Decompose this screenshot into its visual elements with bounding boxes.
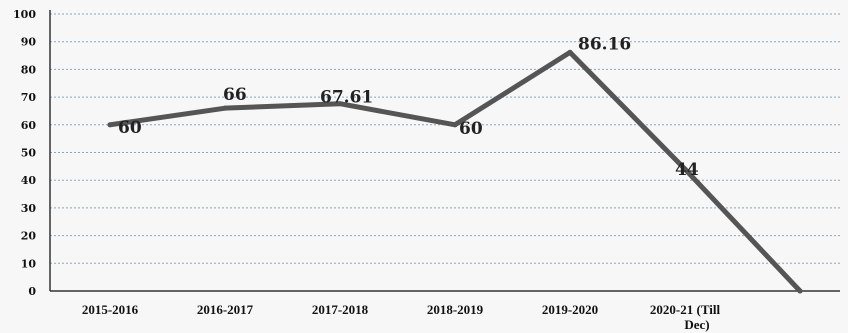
x-tick-label: 2020-21 (Till Dec) [650, 302, 721, 332]
data-label: 44 [675, 160, 699, 180]
data-point [797, 288, 803, 294]
y-tick-label: 0 [28, 285, 36, 298]
y-tick-label: 20 [21, 230, 37, 243]
data-point [337, 101, 343, 107]
y-tick-label: 60 [21, 119, 37, 132]
data-label: 67.61 [320, 88, 373, 108]
y-tick-label: 70 [21, 91, 37, 104]
data-point [452, 122, 458, 128]
x-tick-label: 2017-2018 [312, 302, 369, 317]
x-tick-label: 2019-2020 [542, 302, 598, 317]
data-point [222, 105, 228, 111]
x-tick-label: 2016-2017 [197, 302, 254, 317]
y-tick-label: 100 [13, 8, 36, 21]
y-tick-label: 50 [21, 147, 37, 160]
data-point [682, 166, 688, 172]
y-tick-label: 90 [21, 36, 37, 49]
x-tick-label: 2018-2019 [427, 302, 484, 317]
y-tick-label: 10 [21, 257, 37, 270]
data-label: 60 [459, 119, 483, 139]
data-label: 60 [118, 118, 142, 138]
y-tick-label: 30 [21, 202, 37, 215]
data-label: 86.16 [578, 34, 631, 54]
y-tick-label: 80 [21, 63, 37, 76]
y-tick-label: 40 [21, 174, 37, 187]
data-point [107, 122, 113, 128]
data-label: 66 [223, 85, 247, 105]
x-tick-label: 2015-2016 [82, 302, 139, 317]
data-point [567, 49, 573, 55]
